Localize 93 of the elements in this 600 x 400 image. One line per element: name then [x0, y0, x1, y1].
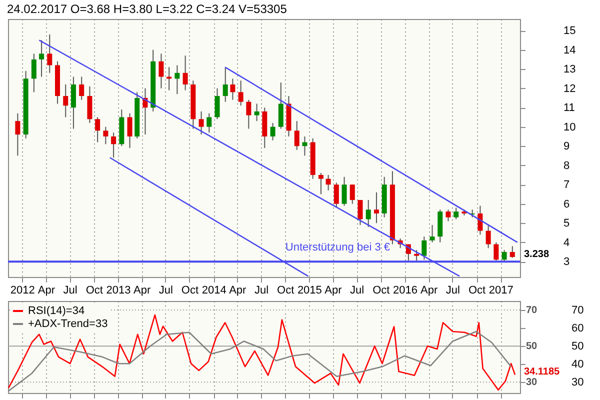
- x-tick-label: 2013: [106, 284, 131, 296]
- candlestick: [246, 99, 252, 130]
- candlestick: [63, 84, 68, 118]
- ref-line-label: Unterstützung bei 3 €: [285, 242, 390, 254]
- y-tick-label: 14: [564, 44, 576, 56]
- candlestick: [486, 224, 491, 249]
- candlestick: [254, 103, 260, 122]
- x-tick-label: Apr: [38, 284, 56, 296]
- candlestick: [302, 136, 308, 156]
- candlestick: [79, 76, 84, 100]
- y-tick-label: 3: [564, 256, 570, 268]
- candlestick: [182, 55, 188, 91]
- candlestick: [238, 80, 244, 106]
- candlestick: [454, 207, 459, 220]
- candlestick: [47, 34, 52, 74]
- candlestick: [158, 53, 164, 89]
- candlestick: [214, 88, 220, 120]
- y-tick-label: 12: [564, 82, 576, 95]
- candlestick: [350, 184, 355, 204]
- x-tick-label: Apr: [229, 284, 247, 296]
- annotation: 3.238: [524, 249, 550, 260]
- candlestick: [127, 112, 132, 148]
- candlestick: [318, 172, 324, 195]
- candlestick: [422, 236, 427, 260]
- x-tick-label: Oct: [181, 284, 199, 296]
- ref-line-label: 30: [526, 377, 538, 388]
- y-tick-label: 4: [564, 236, 570, 249]
- candlestick: [366, 199, 371, 228]
- chart-title: 24.02.2017 O=3.68 H=3.80 L=3.22 C=3.24 V=53305: [7, 2, 288, 16]
- x-tick-label: Oct: [372, 284, 390, 296]
- y-tick-label: 10: [564, 121, 576, 134]
- candlestick: [206, 112, 212, 134]
- candlestick: [270, 122, 276, 141]
- candlestick: [342, 176, 347, 206]
- y-tick-label: 6: [564, 198, 570, 210]
- x-tick-label: Oct: [86, 284, 103, 296]
- y-tick-label: 13: [564, 64, 576, 76]
- candlestick: [87, 86, 92, 124]
- annotation: 34.1185: [524, 366, 560, 378]
- candlestick: [334, 182, 339, 208]
- candlestick: [111, 132, 116, 158]
- candlestick: [15, 112, 20, 156]
- candlestick: [198, 110, 204, 136]
- y-tick-label: 40: [572, 358, 584, 371]
- y-tick-label: 15: [564, 25, 576, 38]
- y-tick-label: 60: [572, 322, 584, 335]
- x-tick-label: Jul: [158, 284, 173, 296]
- x-tick-label: 2017: [488, 284, 514, 296]
- candlestick: [39, 40, 44, 78]
- legend-label: RSI(14)=34: [28, 305, 85, 317]
- candlestick: [294, 120, 300, 150]
- ref-line-label: 50: [526, 341, 538, 352]
- candlestick: [358, 199, 363, 226]
- y-tick-label: 30: [572, 376, 584, 389]
- x-tick-label: Jul: [63, 284, 78, 296]
- x-tick-label: Apr: [324, 284, 342, 296]
- y-tick-label: 8: [564, 160, 570, 172]
- x-tick-label: 2012: [10, 284, 35, 296]
- x-tick-label: Jul: [254, 284, 269, 296]
- x-tick-label: Jul: [446, 284, 460, 296]
- ref-line-label: 70: [526, 305, 538, 316]
- candlestick: [414, 250, 420, 262]
- x-tick-label: Oct: [277, 284, 294, 296]
- candlestick: [494, 242, 499, 262]
- candlestick: [510, 246, 515, 258]
- x-tick-label: 2014: [202, 284, 226, 296]
- candlestick: [502, 250, 507, 262]
- x-tick-label: Oct: [468, 284, 486, 296]
- y-tick-label: 50: [572, 340, 584, 353]
- candlestick: [31, 53, 36, 93]
- y-tick-label: 7: [564, 179, 570, 192]
- y-tick-label: 70: [572, 304, 584, 317]
- candlestick: [278, 82, 284, 130]
- x-tick-label: Apr: [420, 284, 438, 296]
- candlestick: [222, 66, 228, 102]
- y-tick-label: 9: [564, 140, 570, 153]
- candlestick: [374, 192, 379, 224]
- candlestick: [70, 76, 76, 130]
- candlestick: [174, 64, 180, 95]
- y-tick-label: 11: [564, 102, 575, 114]
- x-tick-label: Apr: [134, 284, 151, 296]
- candlestick: [230, 78, 236, 100]
- candlestick: [478, 205, 483, 236]
- candlestick: [430, 224, 435, 243]
- candlestick: [446, 209, 451, 222]
- legend-label: +ADX-Trend=33: [28, 318, 108, 330]
- candlestick: [103, 126, 108, 145]
- candlestick: [326, 174, 331, 191]
- candlestick: [95, 116, 100, 143]
- x-tick-label: Jul: [350, 284, 364, 296]
- x-tick-label: 2015: [297, 284, 322, 296]
- y-tick-label: 5: [564, 218, 570, 230]
- x-tick-label: 2016: [393, 284, 418, 296]
